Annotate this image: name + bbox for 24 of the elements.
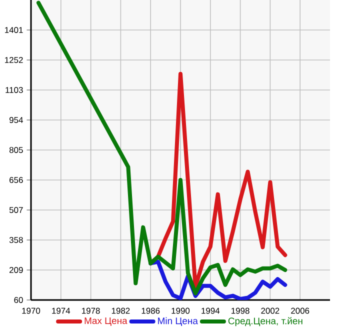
y-tick-label: 805 [9,147,23,153]
y-tick-label: 1103 [6,87,23,93]
x-tick-label: 1982 [112,308,130,314]
y-tick-label: 1401 [5,27,23,33]
x-tick-label: 1986 [142,308,160,314]
y-tick-label: 656 [10,177,23,183]
x-tick-label: 2002 [261,308,280,314]
legend-label: Max Цена [84,317,128,326]
x-tick-label: 1994 [202,308,220,314]
y-tick-label: 507 [9,207,23,213]
y-tick-label: 954 [9,117,23,123]
y-tick-label: 60 [14,297,23,303]
x-tick-label: 1970 [22,308,40,314]
legend-label: Сред.Цена, т.йен [228,317,302,326]
x-tick-label: 1974 [52,308,70,314]
legend-label: Min Цена [158,317,198,326]
x-tick-label: 1998 [232,308,250,314]
x-tick-label: 1990 [172,308,190,314]
x-tick-label: 1978 [82,308,100,314]
line-series [36,0,288,296]
x-tick-label: 2006 [291,308,310,314]
y-tick-label: 1252 [5,57,23,63]
y-tick-label: 209 [10,267,23,273]
y-tick-label: 358 [9,237,23,243]
